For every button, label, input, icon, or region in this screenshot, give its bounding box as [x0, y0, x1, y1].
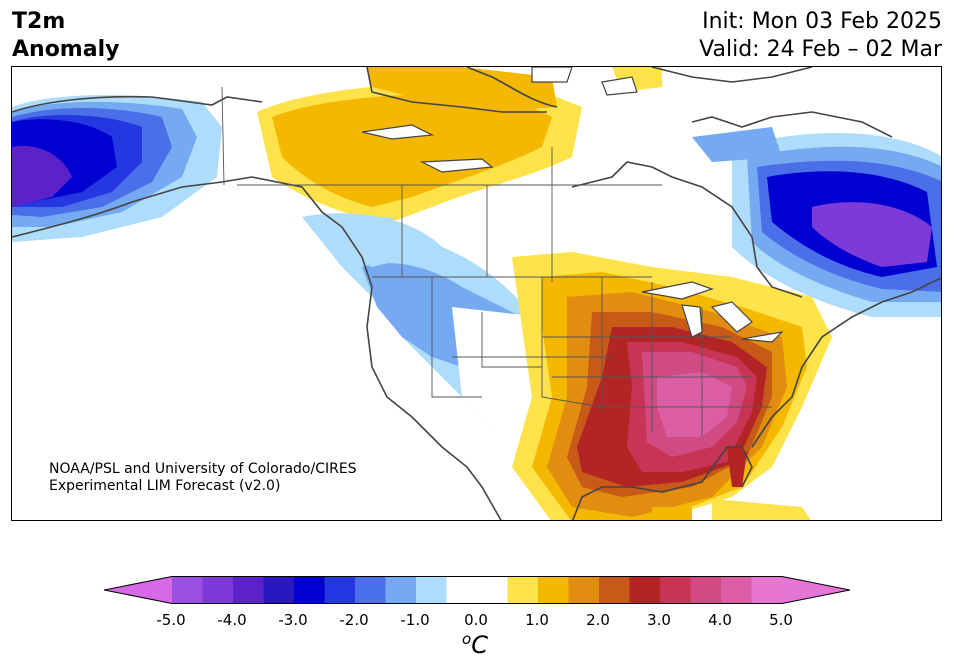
anomaly-cuba-gold [652, 507, 692, 520]
anomaly-east-magenta [657, 372, 732, 437]
colorbar-segment [507, 576, 539, 604]
colorbar-segment [202, 576, 234, 604]
colorbar-tick-label: -3.0 [278, 611, 308, 629]
anomaly-map [11, 66, 942, 521]
colorbar-tick-label: -2.0 [339, 611, 369, 629]
colorbar-segment [233, 576, 264, 604]
colorbar-tick-label: 1.0 [525, 611, 549, 629]
colorbar-segment [385, 576, 417, 604]
init-date: Init: Mon 03 Feb 2025 [702, 9, 942, 34]
forecast-dates: Init: Mon 03 Feb 2025 Valid: 24 Feb – 02… [699, 8, 942, 64]
anomaly-caribbean-yellow [712, 499, 811, 520]
coastlines [12, 67, 941, 520]
colorbar-tick-label: 2.0 [586, 611, 610, 629]
credit-line-2: Experimental LIM Forecast (v2.0) [49, 478, 281, 494]
colorbar-segment [477, 576, 508, 604]
colorbar-segment [538, 576, 569, 604]
colorbar-segment [355, 576, 386, 604]
colorbar-segment [629, 576, 661, 604]
anomaly-arctic-gold [367, 67, 557, 112]
colorbar-segment [568, 576, 600, 604]
colorbar-segment [172, 576, 203, 604]
map-title: T2m Anomaly [12, 8, 119, 64]
anomaly-pnw-light [312, 217, 412, 267]
colorbar-segment [416, 576, 447, 604]
colorbar-segment [660, 576, 691, 604]
credit-line-1: NOAA/PSL and University of Colorado/CIRE… [49, 461, 357, 477]
colorbar-segment [751, 576, 783, 604]
units-degree: o [462, 630, 472, 648]
units-celsius: C [471, 631, 488, 659]
colorbar-outline [104, 576, 850, 604]
colorbar-tick-label: 3.0 [647, 611, 671, 629]
colorbar-segment [294, 576, 325, 604]
arctic-islands [361, 67, 638, 173]
colorbar-tick-label: -4.0 [217, 611, 247, 629]
colorbar-tick-label: 4.0 [708, 611, 732, 629]
colorbar-units: oC [462, 630, 488, 659]
valid-period: Valid: 24 Feb – 02 Mar [699, 37, 942, 62]
anomaly-hudson-blue [692, 127, 782, 162]
anomaly-alaska-extreme [12, 145, 72, 207]
colorbar-tick-label: 0.0 [464, 611, 488, 629]
colorbar-segment [324, 576, 356, 604]
anomaly-map-svg [12, 67, 941, 520]
colorbar-segment [690, 576, 722, 604]
title-line-2: Anomaly [12, 37, 120, 62]
colorbar-ticks: -5.0 -4.0 -3.0 -2.0 -1.0 0.0 1.0 2.0 3.0 4.0 5.0 [104, 611, 850, 631]
colorbar-tick-label: 5.0 [769, 611, 793, 629]
colorbar-tick-label: -1.0 [400, 611, 430, 629]
colorbar-segment [263, 576, 295, 604]
colorbar [104, 576, 850, 604]
anomaly-eastcanada-extreme [812, 202, 932, 267]
colorbar-low-extend [104, 576, 172, 604]
colorbar-high-extend [782, 576, 850, 604]
colorbar-segment [599, 576, 630, 604]
colorbar-segment [721, 576, 752, 604]
anomaly-canada-gold [272, 93, 552, 207]
great-lakes [641, 281, 784, 343]
title-line-1: T2m [12, 9, 66, 34]
credit-text: NOAA/PSL and University of Colorado/CIRE… [49, 461, 357, 495]
colorbar-segment [446, 576, 478, 604]
colorbar-tick-label: -5.0 [156, 611, 186, 629]
anomaly-florida-red [727, 447, 747, 487]
